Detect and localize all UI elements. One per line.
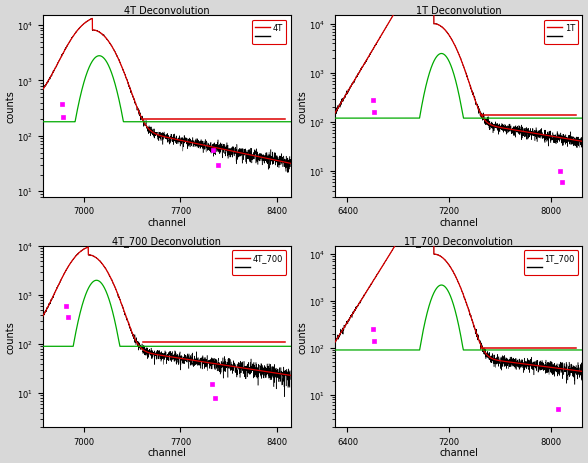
Y-axis label: counts: counts xyxy=(5,320,15,353)
X-axis label: channel: channel xyxy=(439,217,478,227)
X-axis label: channel: channel xyxy=(147,447,186,457)
Legend: 4T, : 4T, xyxy=(252,20,286,45)
Y-axis label: counts: counts xyxy=(298,90,308,123)
Y-axis label: counts: counts xyxy=(5,90,15,123)
Title: 4T Deconvolution: 4T Deconvolution xyxy=(124,6,209,16)
Legend: 4T_700, : 4T_700, xyxy=(232,250,286,275)
Legend: 1T_700, : 1T_700, xyxy=(524,250,578,275)
Y-axis label: counts: counts xyxy=(298,320,308,353)
Legend: 1T, : 1T, xyxy=(544,20,578,45)
X-axis label: channel: channel xyxy=(439,447,478,457)
Title: 1T Deconvolution: 1T Deconvolution xyxy=(416,6,502,16)
X-axis label: channel: channel xyxy=(147,217,186,227)
Title: 4T_700 Deconvolution: 4T_700 Deconvolution xyxy=(112,236,221,246)
Title: 1T_700 Deconvolution: 1T_700 Deconvolution xyxy=(404,236,513,246)
